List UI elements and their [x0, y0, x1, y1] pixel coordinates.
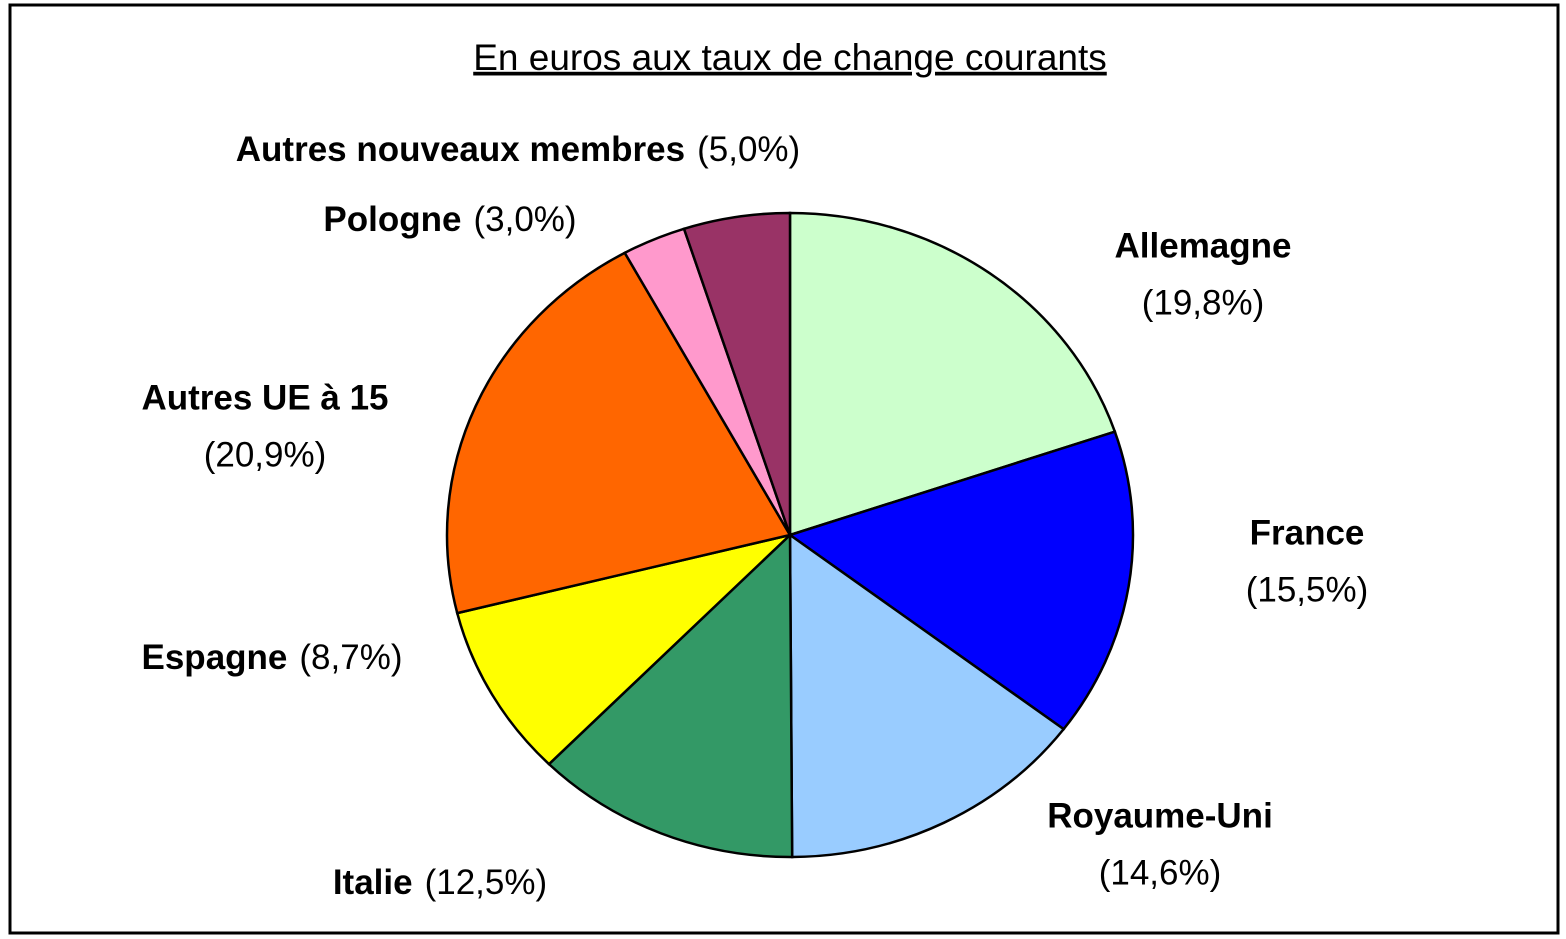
slice-label: Italie — [333, 863, 413, 902]
pie-slice — [682, 211, 792, 536]
slice-label-group: Pologne (3,0%) — [323, 200, 576, 239]
slice-label: Autres nouveaux membres — [236, 130, 685, 169]
pie-slice — [547, 532, 794, 859]
slice-value-label: (3,0%) — [473, 200, 576, 239]
slice-value-label: (15,5%) — [1246, 570, 1369, 609]
slice-label: Espagne — [142, 638, 288, 677]
slice-value-label: (14,6%) — [1099, 853, 1222, 892]
slice-value-label: (12,5%) — [425, 863, 548, 902]
pie-slice — [455, 532, 795, 766]
pie-slice — [788, 211, 1117, 537]
slice-value-label: (20,9%) — [204, 435, 327, 474]
pie-slice — [788, 532, 1066, 859]
slice-label-group: Italie (12,5%) — [333, 863, 547, 902]
slice-label: Pologne — [323, 200, 461, 239]
slice-label: France — [1250, 513, 1365, 552]
chart-title: En euros aux taux de change courants — [473, 37, 1107, 78]
slice-label: Allemagne — [1115, 226, 1292, 265]
slice-label-group: Espagne (8,7%) — [142, 638, 403, 677]
slice-label-group: Autres nouveaux membres (5,0%) — [236, 130, 800, 169]
pie-slice — [445, 251, 792, 615]
pie-slice — [787, 430, 1135, 731]
slice-value-label: (5,0%) — [697, 130, 800, 169]
slice-value-label: (8,7%) — [299, 638, 402, 677]
slice-value-label: (19,8%) — [1142, 283, 1265, 322]
slice-label: Royaume-Uni — [1047, 796, 1273, 835]
slice-label: Autres UE à 15 — [141, 378, 388, 417]
